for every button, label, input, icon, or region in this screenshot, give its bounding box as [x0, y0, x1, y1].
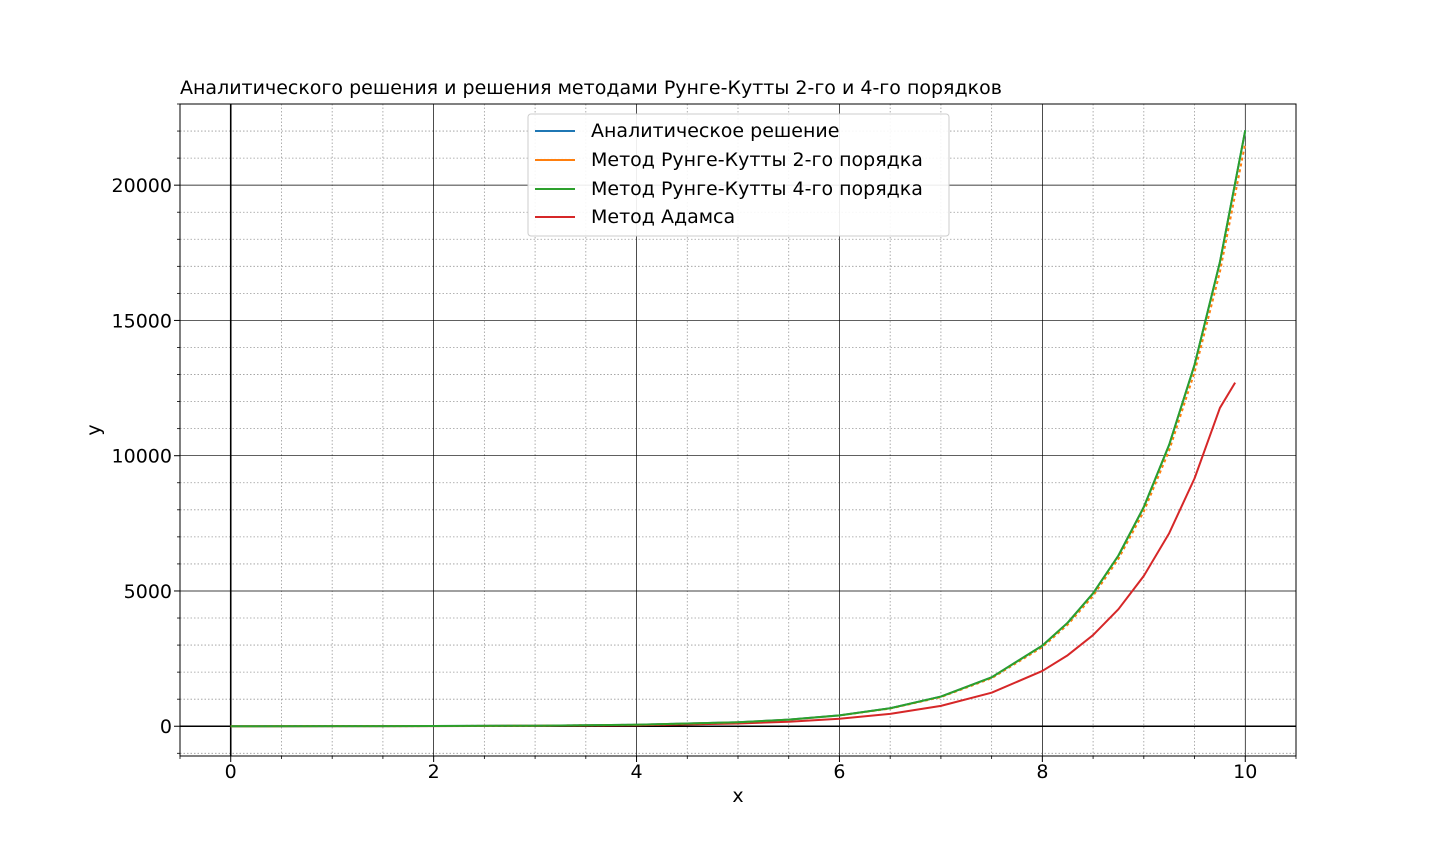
- legend-label-rk2: Метод Рунге-Кутты 2-го порядка: [591, 149, 923, 171]
- y-tick-label: 15000: [112, 310, 172, 332]
- x-tick-label: 0: [225, 761, 237, 783]
- x-tick-label: 8: [1036, 761, 1048, 783]
- legend-label-adams: Метод Адамса: [591, 206, 735, 228]
- y-ticks: 0 5000 10000 15000 20000: [112, 103, 180, 754]
- y-tick-label: 0: [160, 716, 172, 738]
- x-ticks: 0 2 4 6 8 10: [179, 756, 1297, 783]
- legend: Аналитическое решение Метод Рунге-Кутты …: [527, 113, 950, 237]
- x-tick-label: 4: [630, 761, 642, 783]
- legend-box: [527, 113, 950, 237]
- legend-label-rk4: Метод Рунге-Кутты 4-го порядка: [591, 178, 923, 200]
- series-layer: [230, 130, 1247, 728]
- chart-title: Аналитического решения и решения методам…: [180, 77, 1002, 99]
- x-axis-label: x: [732, 785, 743, 807]
- y-tick-label: 5000: [124, 581, 172, 603]
- x-tick-label: 6: [833, 761, 845, 783]
- y-tick-label: 20000: [112, 175, 172, 197]
- x-tick-label: 10: [1233, 761, 1257, 783]
- legend-label-analytic: Аналитическое решение: [591, 120, 839, 142]
- y-axis-label: y: [83, 424, 105, 435]
- y-tick-label: 10000: [112, 446, 172, 468]
- x-tick-label: 2: [428, 761, 440, 783]
- series-line-rk4: [230, 130, 1247, 728]
